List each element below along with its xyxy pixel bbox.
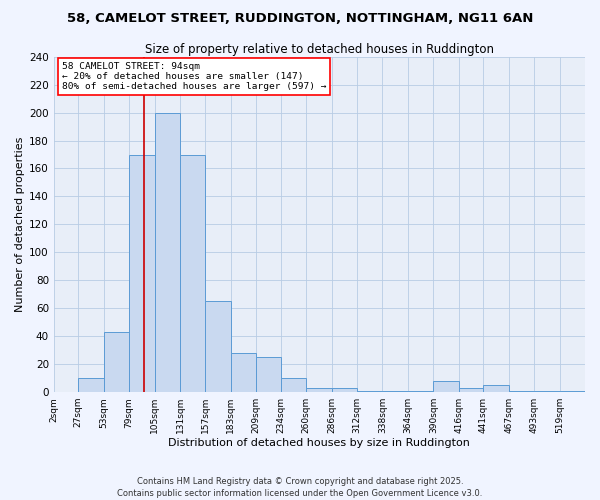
Bar xyxy=(357,390,382,392)
Bar xyxy=(332,388,357,392)
Bar xyxy=(281,378,306,392)
Bar xyxy=(509,390,534,392)
Y-axis label: Number of detached properties: Number of detached properties xyxy=(15,136,25,312)
Bar xyxy=(155,112,180,392)
Bar xyxy=(382,390,408,392)
Bar xyxy=(433,381,459,392)
Text: 58, CAMELOT STREET, RUDDINGTON, NOTTINGHAM, NG11 6AN: 58, CAMELOT STREET, RUDDINGTON, NOTTINGH… xyxy=(67,12,533,26)
Bar xyxy=(78,378,104,392)
Bar xyxy=(483,385,509,392)
Bar xyxy=(205,302,231,392)
Title: Size of property relative to detached houses in Ruddington: Size of property relative to detached ho… xyxy=(145,42,494,56)
Bar xyxy=(256,357,281,392)
Bar xyxy=(231,353,256,392)
Bar xyxy=(306,388,332,392)
X-axis label: Distribution of detached houses by size in Ruddington: Distribution of detached houses by size … xyxy=(169,438,470,448)
Bar xyxy=(408,390,433,392)
Bar xyxy=(129,154,155,392)
Bar xyxy=(459,388,483,392)
Bar xyxy=(534,390,560,392)
Bar xyxy=(104,332,129,392)
Bar xyxy=(560,390,585,392)
Bar xyxy=(180,154,205,392)
Text: Contains HM Land Registry data © Crown copyright and database right 2025.
Contai: Contains HM Land Registry data © Crown c… xyxy=(118,476,482,498)
Text: 58 CAMELOT STREET: 94sqm
← 20% of detached houses are smaller (147)
80% of semi-: 58 CAMELOT STREET: 94sqm ← 20% of detach… xyxy=(62,62,326,92)
